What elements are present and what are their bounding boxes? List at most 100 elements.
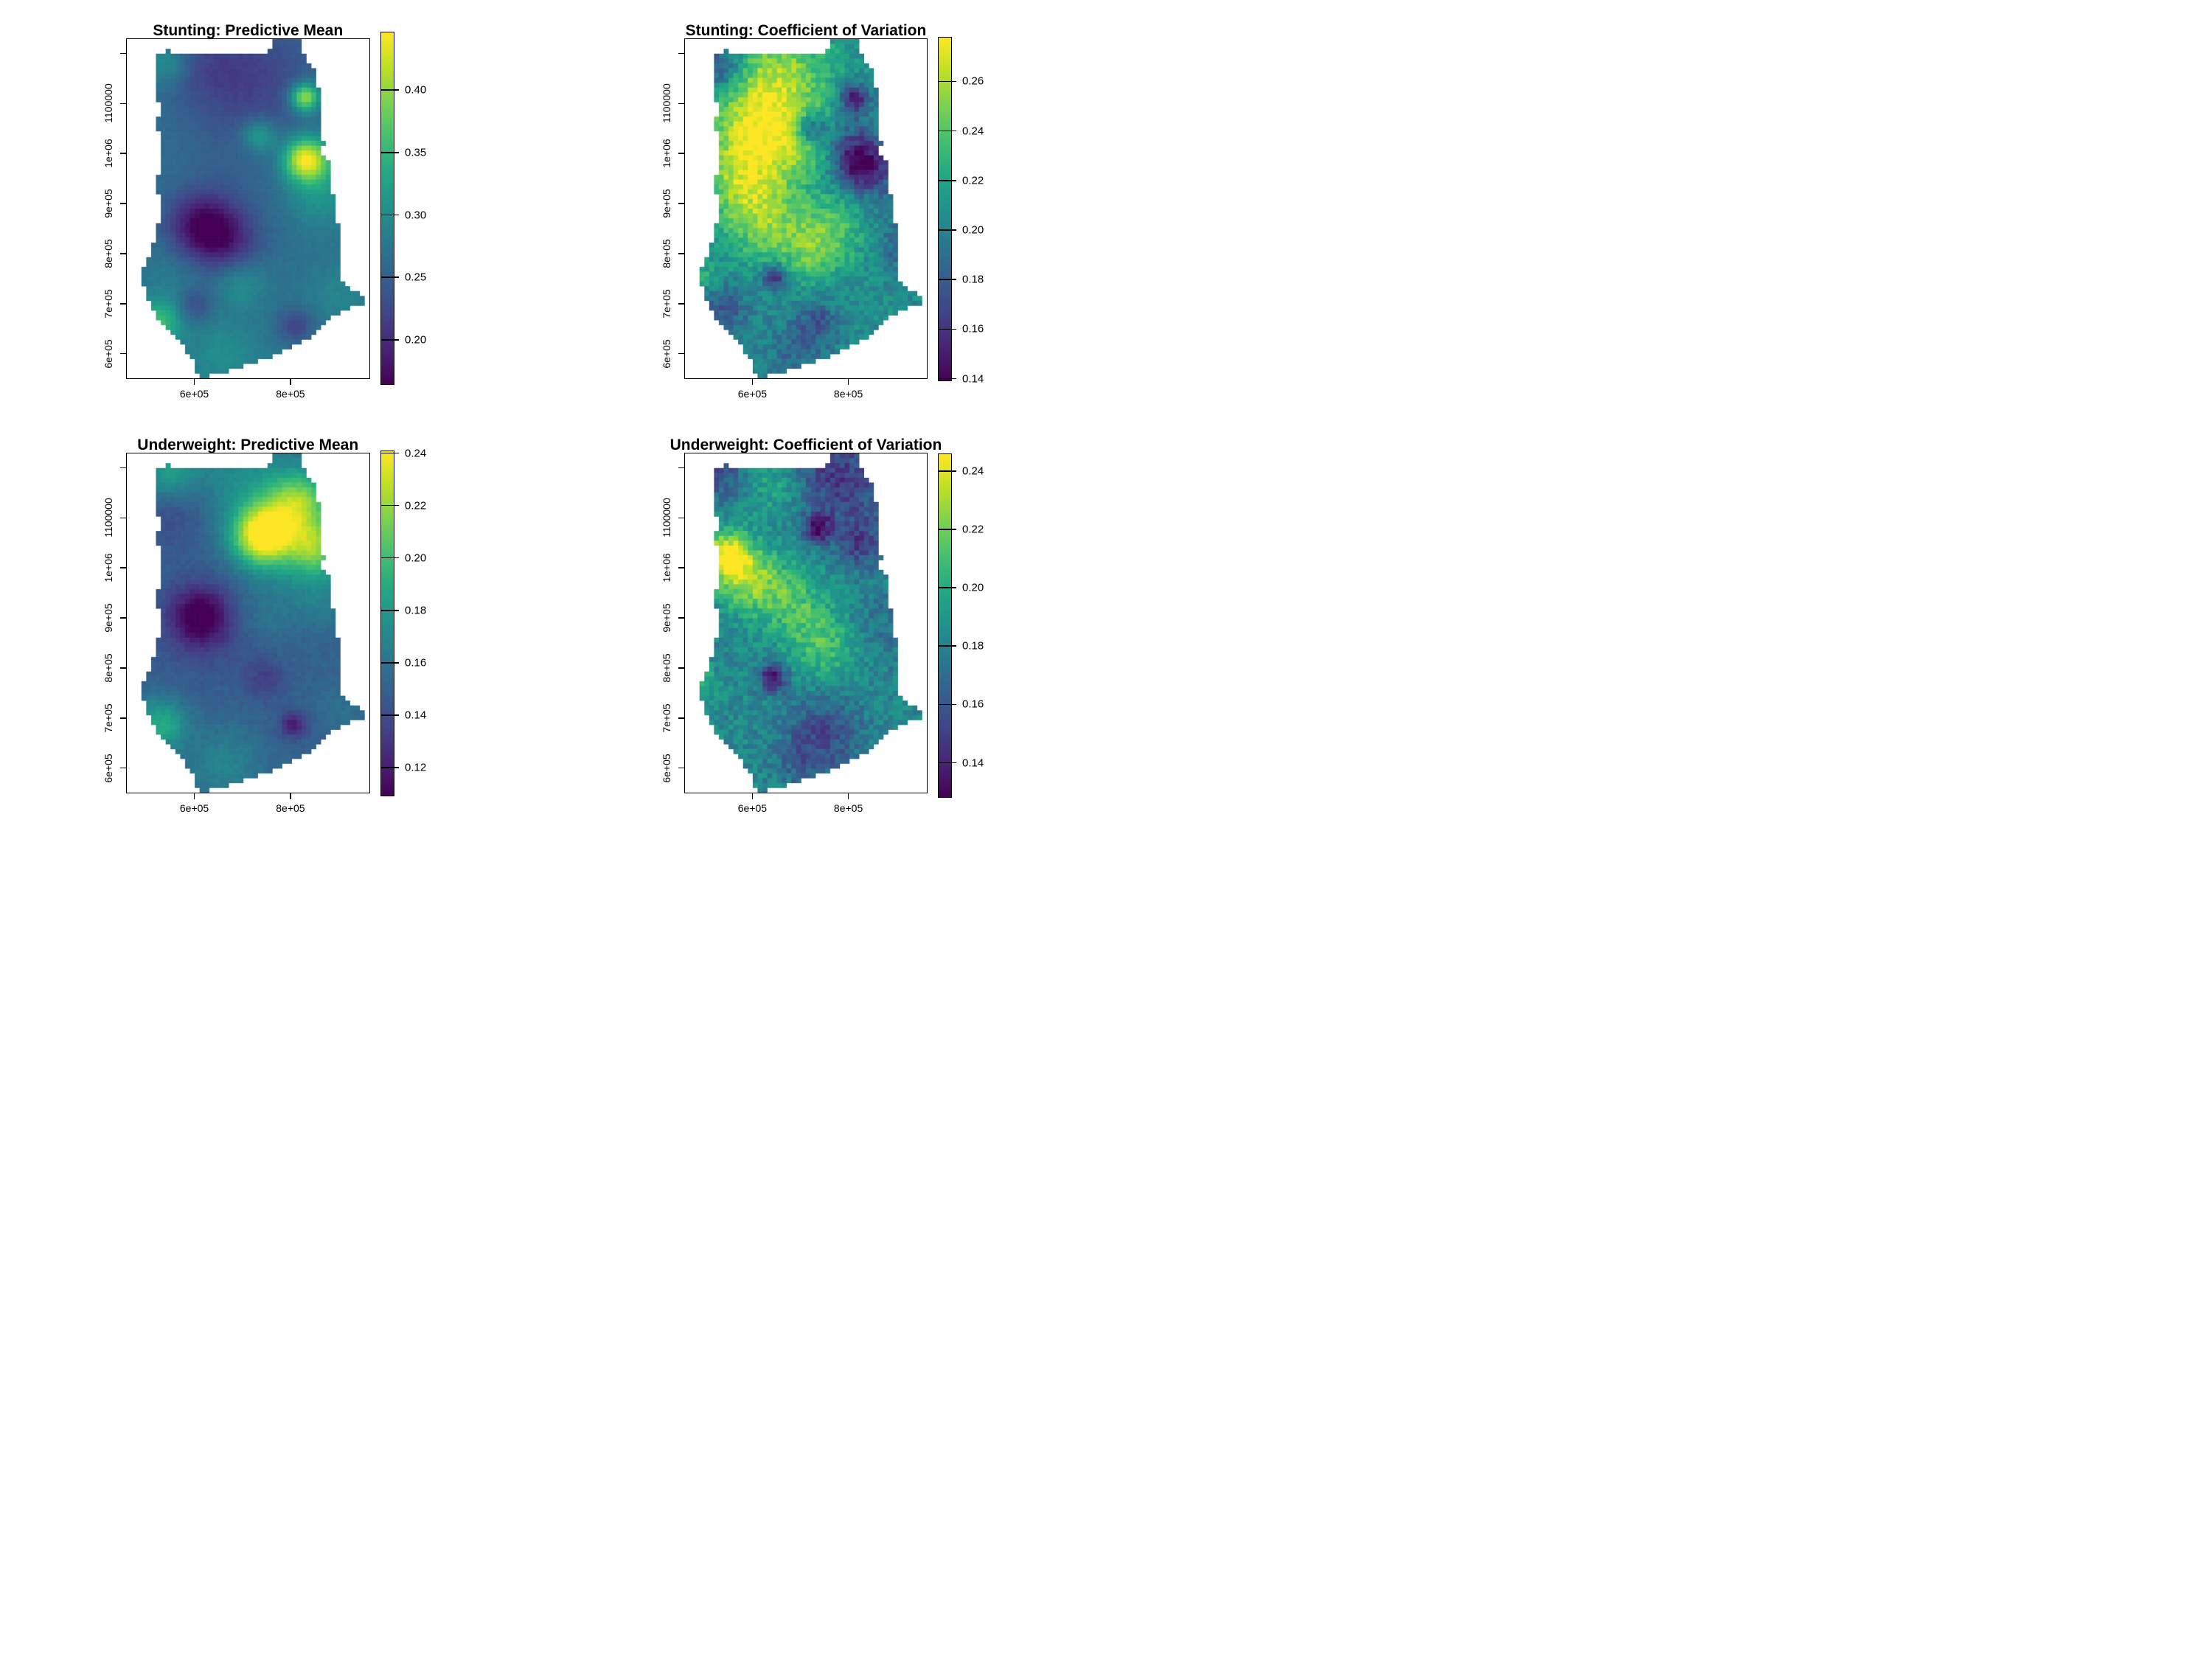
colorbar-tick-label: 0.18 <box>962 639 984 653</box>
y-tick-label: 7e+05 <box>661 289 672 319</box>
y-tick-label: 1100000 <box>661 498 672 538</box>
colorbar-tick-mark <box>380 504 399 507</box>
colorbar-tick-mark <box>380 661 399 664</box>
colorbar-tick-mark <box>380 767 399 768</box>
y-tick-mark <box>678 253 684 254</box>
panel-title: Underweight: Predictive Mean <box>137 436 359 453</box>
x-tick-mark <box>751 793 754 799</box>
colorbar-gradient <box>938 37 952 381</box>
y-tick-mark <box>120 517 126 519</box>
y-tick-mark <box>120 467 126 469</box>
colorbar-tick-label: 0.16 <box>405 656 427 669</box>
x-tick-label: 6e+05 <box>179 801 209 814</box>
colorbar-tick-label: 0.24 <box>405 447 427 460</box>
x-tick-mark <box>193 793 195 799</box>
colorbar-tick-mark <box>938 378 956 380</box>
colorbar-tick-label: 0.18 <box>962 273 984 286</box>
panel-title: Stunting: Predictive Mean <box>153 21 344 39</box>
colorbar-tick-mark <box>380 214 399 216</box>
x-tick-label: 6e+05 <box>737 801 768 814</box>
y-tick-mark <box>120 352 126 355</box>
y-tick-mark <box>120 302 126 305</box>
panel-title: Underweight: Coefficient of Variation <box>669 436 942 453</box>
y-tick-label: 1100000 <box>661 83 672 124</box>
x-tick-mark <box>751 378 754 385</box>
y-tick-label: 8e+05 <box>102 653 114 683</box>
y-tick-mark <box>678 203 684 204</box>
colorbar-tick-label: 0.14 <box>405 709 427 722</box>
y-tick-label: 7e+05 <box>661 703 672 733</box>
colorbar-tick-label: 0.20 <box>405 552 427 565</box>
y-tick-mark <box>678 467 684 469</box>
y-tick-mark <box>120 767 126 769</box>
colorbar-tick-mark <box>938 229 956 231</box>
y-tick-label: 1e+06 <box>661 553 672 582</box>
y-tick-mark <box>120 253 126 254</box>
y-tick-mark <box>120 617 126 619</box>
colorbar-tick-label: 0.30 <box>405 209 427 222</box>
colorbar-tick-label: 0.16 <box>962 698 984 711</box>
y-tick-label: 6e+05 <box>102 753 114 783</box>
colorbar-tick-mark <box>380 89 399 91</box>
y-tick-mark <box>678 102 684 105</box>
ghana-raster-map <box>685 453 927 793</box>
y-tick-mark <box>120 667 126 669</box>
colorbar-gradient <box>938 453 952 798</box>
colorbar-tick-mark <box>380 452 399 454</box>
y-tick-mark <box>678 517 684 519</box>
y-tick-label: 6e+05 <box>102 338 114 369</box>
y-tick-label: 1e+06 <box>102 139 114 168</box>
y-tick-mark <box>678 767 684 769</box>
y-tick-label: 8e+05 <box>661 239 672 268</box>
y-tick-mark <box>678 153 684 154</box>
x-tick-label: 6e+05 <box>179 387 209 400</box>
colorbar-tick-label: 0.22 <box>405 499 427 512</box>
y-tick-label: 6e+05 <box>661 338 672 369</box>
x-tick-mark <box>847 378 849 385</box>
y-tick-mark <box>120 203 126 204</box>
x-tick-label: 8e+05 <box>276 387 305 400</box>
colorbar-tick-mark <box>938 328 956 330</box>
colorbar-tick-label: 0.25 <box>405 271 427 284</box>
y-tick-label: 1e+06 <box>102 553 114 582</box>
colorbar-tick-mark <box>380 152 399 153</box>
y-tick-mark <box>678 52 684 55</box>
y-tick-label: 8e+05 <box>661 653 672 683</box>
colorbar-tick-mark <box>380 339 399 341</box>
y-tick-mark <box>678 717 684 719</box>
y-tick-label: 9e+05 <box>102 189 114 218</box>
colorbar-tick-mark <box>380 714 399 716</box>
colorbar-tick-mark <box>938 645 956 647</box>
colorbar-tick-mark <box>380 276 399 279</box>
y-tick-mark <box>678 567 684 568</box>
figure-canvas: Stunting: Predictive Mean 6e+05 8e+05 6e+… <box>0 0 1106 830</box>
colorbar-tick-label: 0.22 <box>962 174 984 187</box>
colorbar-tick-mark <box>938 703 956 706</box>
colorbar-tick-label: 0.16 <box>962 322 984 335</box>
y-tick-mark <box>120 102 126 105</box>
colorbar-tick-label: 0.12 <box>405 761 427 774</box>
colorbar-tick-label: 0.20 <box>962 223 984 237</box>
colorbar-tick-mark <box>380 557 399 559</box>
colorbar-tick-mark <box>938 180 956 181</box>
x-tick-label: 8e+05 <box>833 801 863 814</box>
y-tick-label: 9e+05 <box>102 603 114 633</box>
ghana-raster-map <box>127 453 369 793</box>
x-tick-label: 6e+05 <box>737 387 768 400</box>
y-tick-mark <box>120 717 126 719</box>
y-tick-label: 9e+05 <box>661 189 672 218</box>
y-tick-label: 9e+05 <box>661 603 672 633</box>
y-tick-label: 7e+05 <box>102 703 114 733</box>
y-tick-label: 8e+05 <box>102 239 114 268</box>
colorbar-tick-label: 0.20 <box>405 333 427 347</box>
map-plot-area <box>126 452 370 793</box>
colorbar-gradient <box>380 31 394 385</box>
y-tick-label: 1e+06 <box>661 139 672 168</box>
colorbar-tick-label: 0.24 <box>962 465 984 478</box>
colorbar-tick-label: 0.40 <box>405 83 427 97</box>
colorbar-tick-label: 0.20 <box>962 581 984 594</box>
y-tick-mark <box>678 667 684 669</box>
ghana-raster-map <box>685 38 927 378</box>
x-tick-label: 8e+05 <box>276 801 305 814</box>
y-tick-mark <box>678 352 684 355</box>
